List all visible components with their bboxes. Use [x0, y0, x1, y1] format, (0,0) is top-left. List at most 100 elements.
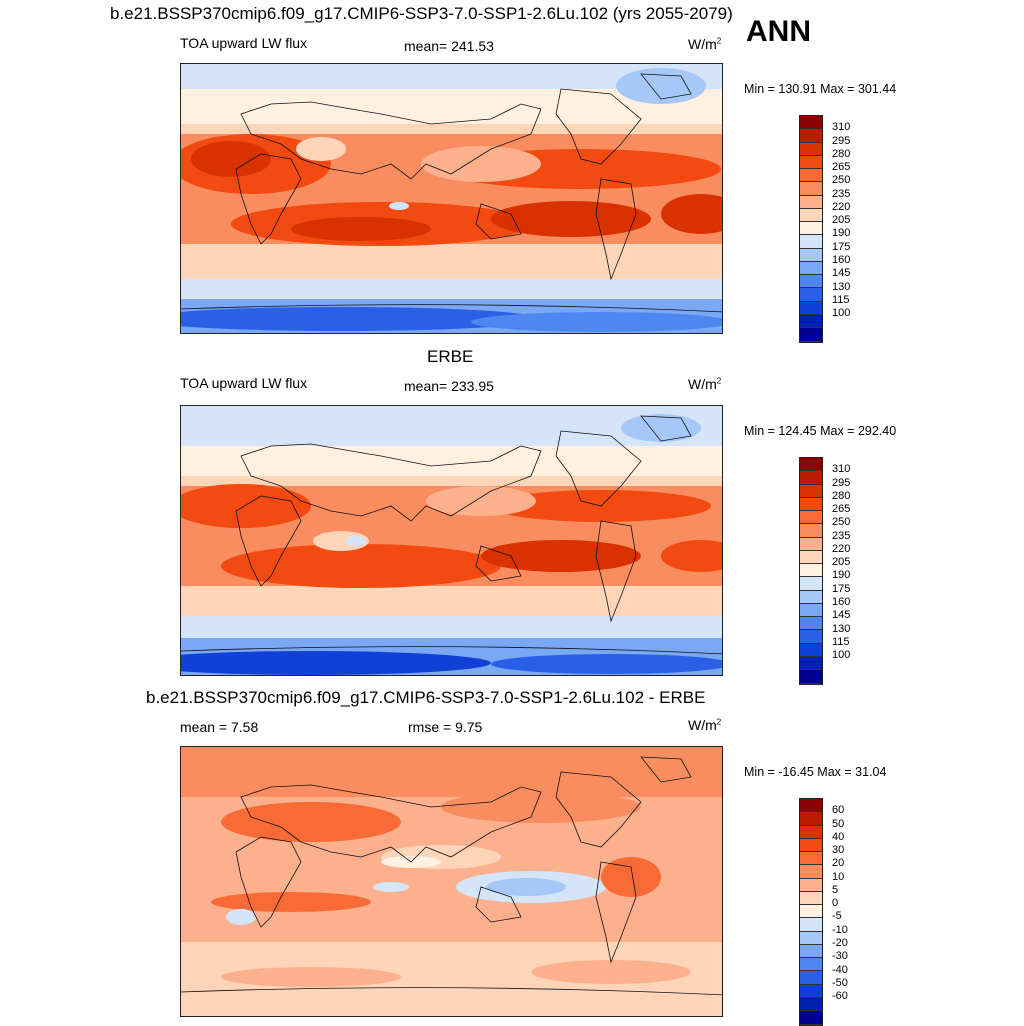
map-erbe	[180, 405, 723, 676]
colorbar-swatch	[800, 328, 822, 342]
colorbar-tick-label: 10	[832, 870, 845, 883]
colorbar-swatch	[800, 971, 822, 985]
colorbar-tick-label: 265	[832, 161, 851, 174]
colorbar-tick-label: 100	[832, 649, 851, 662]
colorbar-tick-label: 235	[832, 529, 851, 542]
colorbar-tick-label: -5	[832, 910, 842, 923]
colorbar-tick-label: 145	[832, 609, 851, 622]
colorbar-swatch	[800, 550, 822, 565]
colorbar-tick-label: 235	[832, 187, 851, 200]
colorbar-tick-label: -20	[832, 936, 848, 949]
colorbar-tick-label: 40	[832, 830, 845, 843]
colorbar-swatch	[800, 799, 822, 813]
colorbar-swatch	[800, 891, 822, 906]
colorbar-swatch	[800, 617, 822, 631]
colorbar-swatch	[800, 958, 822, 972]
colorbar-swatch	[800, 169, 822, 183]
colorbar-swatch	[800, 918, 822, 932]
colorbar-swatch	[800, 222, 822, 236]
colorbar-tick-label: 50	[832, 817, 845, 830]
colorbar-swatch	[800, 142, 822, 156]
colorbar-tick-label: 175	[832, 582, 851, 595]
colorbar-tick-label: 295	[832, 476, 851, 489]
colorbar-tick-label: 220	[832, 200, 851, 213]
colorbar-tick-label: -30	[832, 950, 848, 963]
variable-label: TOA upward LW flux	[180, 35, 308, 51]
colorbar-tick-label: -40	[832, 963, 848, 976]
panel-title: ERBE	[427, 347, 474, 366]
colorbar-tick-label: 115	[832, 293, 850, 306]
colorbar-swatch	[800, 314, 822, 329]
colorbar-swatch	[800, 182, 822, 196]
colorbar-tick-label: 205	[832, 556, 851, 569]
colorbar-swatch	[800, 825, 822, 839]
colorbar-swatch	[800, 577, 822, 591]
map-model	[180, 63, 723, 334]
colorbar-tick-label: 20	[832, 857, 845, 870]
colorbar-swatch	[800, 984, 822, 998]
colorbar-tick-label: 160	[832, 253, 851, 266]
colorbar-swatch	[800, 670, 822, 684]
colorbar-tick-label: 190	[832, 227, 851, 240]
colorbar-swatch	[800, 248, 822, 262]
colorbar-swatch	[800, 537, 822, 551]
colorbar-swatch	[800, 458, 822, 472]
colorbar-swatch	[800, 905, 822, 919]
colorbar-swatch	[800, 497, 822, 512]
min-max-label: Min = -16.45 Max = 31.04	[744, 765, 887, 779]
season-label: ANN	[746, 15, 811, 48]
colorbar-swatch	[800, 208, 822, 223]
colorbar-tick-label: 100	[832, 307, 851, 320]
colorbar-tick-label: 60	[832, 804, 845, 817]
colorbar-swatch	[800, 471, 822, 485]
case-title: b.e21.BSSP370cmip6.f09_g17.CMIP6-SSP3-7.…	[110, 4, 733, 23]
colorbar-swatch	[800, 630, 822, 644]
units-label: W/m2	[688, 36, 722, 52]
colorbar-swatch	[800, 997, 822, 1012]
colorbar	[799, 457, 823, 685]
colorbar-tick-label: -50	[832, 976, 848, 989]
colorbar-swatch	[800, 865, 822, 879]
variable-label: TOA upward LW flux	[180, 375, 308, 391]
min-max-label: Min = 130.91 Max = 301.44	[744, 82, 897, 96]
colorbar-swatch	[800, 931, 822, 945]
colorbar-swatch	[800, 878, 822, 892]
colorbar-tick-label: 220	[832, 542, 851, 555]
colorbar-swatch	[800, 590, 822, 604]
colorbar-tick-label: 30	[832, 844, 845, 857]
colorbar-swatch	[800, 129, 822, 143]
colorbar-swatch	[800, 235, 822, 249]
colorbar-tick-label: 265	[832, 503, 851, 516]
colorbar-tick-label: 0	[832, 897, 839, 910]
colorbar-swatch	[800, 155, 822, 170]
colorbar-tick-label: 205	[832, 214, 851, 227]
colorbar-tick-label: 115	[832, 635, 850, 648]
colorbar-tick-label: 295	[832, 134, 851, 147]
colorbar-swatch	[800, 852, 822, 866]
min-max-label: Min = 124.45 Max = 292.40	[744, 424, 897, 438]
colorbar-tick-label: 310	[832, 463, 851, 476]
mean-label: mean = 7.58	[180, 719, 259, 735]
colorbar-swatch	[800, 301, 822, 315]
colorbar-tick-label: -60	[832, 990, 848, 1003]
colorbar-tick-label: -10	[832, 923, 848, 936]
colorbar-swatch	[800, 116, 822, 130]
colorbar-swatch	[800, 838, 822, 853]
colorbar-swatch	[800, 511, 822, 525]
colorbar-tick-label: 280	[832, 489, 851, 502]
colorbar-tick-label: 130	[832, 622, 851, 635]
colorbar-swatch	[800, 944, 822, 959]
colorbar-tick-label: 145	[832, 267, 851, 280]
colorbar-tick-label: 310	[832, 121, 851, 134]
colorbar-tick-label: 130	[832, 280, 851, 293]
colorbar	[799, 798, 823, 1026]
map-difference	[180, 746, 723, 1017]
colorbar-tick-label: 5	[832, 883, 839, 896]
colorbar-swatch	[800, 564, 822, 578]
colorbar-swatch	[800, 603, 822, 618]
colorbar-swatch	[800, 643, 822, 657]
colorbar-tick-label: 175	[832, 240, 851, 253]
mean-label: mean= 233.95	[404, 378, 494, 394]
colorbar-tick-label: 280	[832, 147, 851, 160]
colorbar-tick-label: 250	[832, 516, 851, 529]
